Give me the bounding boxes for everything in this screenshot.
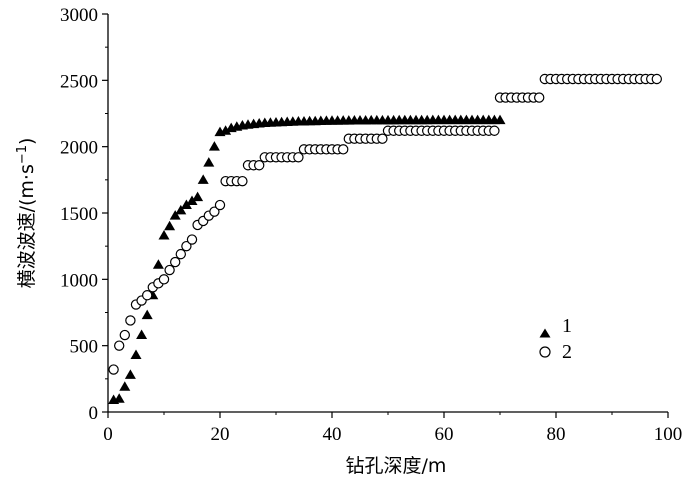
y-axis-title: 横波波速/(m·s−1) bbox=[15, 138, 38, 289]
y-tick-label: 1500 bbox=[60, 204, 98, 225]
y-tick-label: 1000 bbox=[60, 270, 98, 291]
series-1-point bbox=[113, 393, 125, 403]
series-1-point bbox=[192, 191, 204, 202]
series-1-point bbox=[197, 174, 209, 184]
series-2-point bbox=[169, 256, 181, 268]
series-2-point bbox=[125, 315, 136, 326]
axes bbox=[107, 14, 668, 413]
y-tick-label: 500 bbox=[70, 337, 99, 358]
series-1-point bbox=[186, 195, 198, 206]
y-axis-title-superscript: −1 bbox=[15, 145, 30, 164]
series-2-point bbox=[254, 160, 265, 171]
series-1-point bbox=[494, 114, 506, 125]
series-2-point bbox=[175, 248, 186, 260]
series-2-point bbox=[214, 199, 226, 211]
series-2-point bbox=[651, 73, 663, 85]
y-tick-label: 3000 bbox=[60, 5, 98, 26]
legend-label-series-2: 2 bbox=[562, 341, 572, 363]
x-tick-label: 80 bbox=[547, 424, 566, 445]
series-2-point bbox=[237, 175, 248, 187]
series-1-point bbox=[175, 204, 187, 215]
series-2-point bbox=[186, 234, 198, 245]
y-tick-label: 2000 bbox=[60, 138, 98, 159]
series-2-point bbox=[209, 206, 220, 217]
series-1-point bbox=[158, 230, 170, 240]
y-axis-title-close: ) bbox=[16, 138, 38, 145]
series-1-point bbox=[152, 259, 164, 269]
series-1-point bbox=[124, 369, 136, 379]
series-1-point bbox=[130, 349, 142, 359]
legend-label-series-1: 1 bbox=[562, 315, 572, 337]
series-1-point bbox=[203, 157, 215, 167]
series-2-point bbox=[377, 133, 388, 144]
y-axis-title-main: 横波波速/(m·s bbox=[16, 164, 38, 288]
series-1-point bbox=[136, 329, 148, 340]
x-tick-label: 100 bbox=[654, 424, 683, 445]
legend-marker-series-1 bbox=[539, 328, 551, 338]
series-2-point bbox=[141, 290, 153, 301]
series-2-point bbox=[113, 340, 125, 351]
series-2-point bbox=[338, 144, 349, 155]
series-2-point bbox=[534, 92, 545, 103]
series-1-point bbox=[180, 199, 192, 210]
x-tick-label: 20 bbox=[211, 424, 230, 445]
series-1-point bbox=[208, 141, 220, 151]
series-1-point bbox=[164, 220, 176, 231]
series-2-point bbox=[293, 152, 304, 163]
series-2-point bbox=[108, 364, 119, 375]
data-points bbox=[108, 73, 663, 405]
series-1-point bbox=[119, 381, 131, 391]
y-tick-label: 2500 bbox=[60, 71, 98, 92]
series-2-point bbox=[489, 125, 500, 136]
series-2-point bbox=[181, 240, 192, 252]
y-tick-label: 0 bbox=[89, 403, 99, 424]
series-1-point bbox=[141, 309, 153, 320]
series-2-point bbox=[119, 329, 131, 341]
x-axis-ticks: 0 20 40 60 80 100 bbox=[103, 412, 682, 445]
x-tick-label: 60 bbox=[435, 424, 454, 445]
series-2-point bbox=[164, 264, 175, 276]
legend: 1 2 bbox=[539, 315, 572, 363]
x-tick-label: 0 bbox=[103, 424, 113, 445]
x-axis-title: 钻孔深度/m bbox=[346, 455, 447, 477]
series-1-point bbox=[169, 210, 181, 220]
series-2-point bbox=[158, 274, 170, 285]
y-axis-ticks: 0 500 1000 1500 2000 2500 3000 bbox=[60, 5, 108, 424]
x-tick-label: 40 bbox=[323, 424, 342, 445]
legend-marker-series-2 bbox=[539, 346, 551, 358]
series-1-point bbox=[220, 125, 232, 135]
